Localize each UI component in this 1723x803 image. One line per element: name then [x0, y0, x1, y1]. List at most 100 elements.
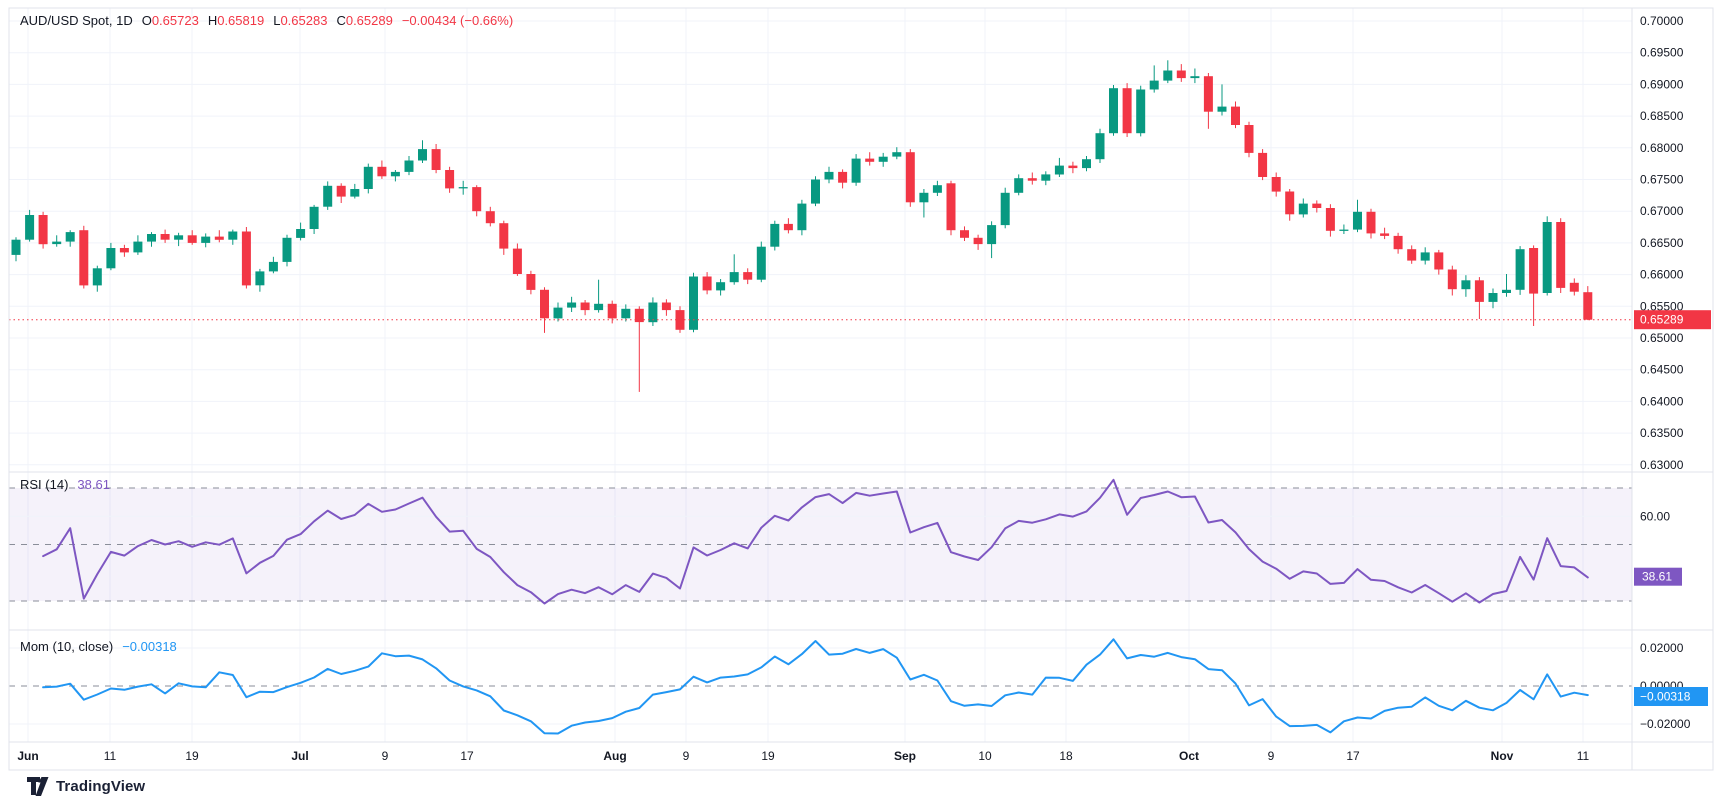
candle-body [1082, 159, 1091, 169]
mom-line [42, 638, 1589, 735]
candle-body [960, 230, 969, 238]
candle-body [594, 303, 604, 311]
candle-body [296, 229, 306, 238]
candle-body [1556, 222, 1566, 288]
mom-legend[interactable]: Mom (10, close) −0.00318 [20, 639, 177, 654]
candle-body [756, 246, 766, 280]
price-grid [9, 20, 1632, 466]
candle-body [661, 302, 671, 311]
candle-body [431, 149, 441, 170]
candle-body [770, 223, 780, 247]
time-axis-label: 17 [460, 749, 474, 763]
candle-body [418, 149, 427, 161]
time-axis-label: Jul [291, 749, 308, 763]
price-axis-label: 0.65000 [1640, 331, 1684, 345]
time-axis[interactable]: Jun 11 19 Jul 9 17 Aug 9 19 Sep 10 18 Oct 9 17 Nov 11 [17, 749, 1589, 763]
mom-grid [9, 647, 1632, 725]
candle-body [1203, 76, 1213, 112]
price-axis-label: 0.70000 [1640, 14, 1684, 28]
svg-text:38.61: 38.61 [1642, 570, 1672, 584]
candle-body [1136, 89, 1146, 134]
candle-body [201, 236, 211, 243]
candle-body [1231, 106, 1240, 125]
candle-body [52, 241, 62, 245]
time-axis-label: 10 [978, 749, 992, 763]
price-axis-label: 0.63500 [1640, 426, 1684, 440]
candle-body [716, 282, 726, 291]
candle-body [1420, 252, 1430, 261]
candle-body [878, 156, 888, 162]
candle-body [1041, 174, 1051, 181]
rsi-label: RSI (14) [20, 477, 69, 492]
close-label: C0.65289 [336, 13, 393, 28]
candle-body [160, 234, 170, 240]
vertical-grid [27, 8, 1584, 742]
symbol-legend[interactable]: AUD/USD Spot, 1D O0.65723 H0.65819 L0.65… [20, 13, 513, 28]
time-axis-label: Aug [603, 749, 626, 763]
candle-body [92, 268, 102, 286]
candle-body [255, 271, 265, 286]
candle-body [38, 215, 48, 245]
candle-body [1149, 80, 1159, 90]
time-axis-label: 11 [1577, 749, 1590, 763]
candle-body [1434, 252, 1444, 270]
close-value: 0.65289 [345, 13, 393, 28]
price-axis-label: 0.66500 [1640, 236, 1684, 250]
candle-body [540, 289, 549, 319]
candle-body [1285, 191, 1295, 215]
time-axis-label: Jun [17, 749, 38, 763]
candle-body [79, 230, 89, 286]
tradingview-logo[interactable]: TradingView [26, 776, 145, 797]
time-axis-label: 11 [104, 749, 117, 763]
mom-axis-label: 0.02000 [1640, 641, 1684, 655]
price-axis-label: 0.64000 [1640, 394, 1684, 408]
candle-body [973, 237, 983, 245]
candle-body [1325, 208, 1335, 231]
candle-body [377, 166, 387, 177]
time-axis-label: 17 [1346, 749, 1360, 763]
candle-body [729, 272, 739, 283]
candle-body [350, 189, 360, 197]
candle-body [11, 239, 21, 255]
candle-body [1054, 165, 1064, 175]
candle-body [1014, 178, 1024, 193]
candle-body [783, 223, 793, 231]
price-axis[interactable]: 0.70000 0.69500 0.69000 0.68500 0.68000 0.675… [1640, 14, 1691, 731]
candle-body [1569, 282, 1579, 292]
candle-body [811, 179, 820, 204]
mom-label: Mom (10, close) [20, 639, 114, 654]
rsi-band [9, 487, 1632, 602]
candle-body [743, 272, 753, 280]
tradingview-logo-icon [27, 777, 49, 796]
candle-body [119, 248, 129, 253]
candle-body [174, 235, 184, 240]
rsi-legend[interactable]: RSI (14) 38.61 [20, 477, 110, 492]
candle-body [607, 303, 617, 319]
time-axis-label: 18 [1059, 749, 1073, 763]
candle-body [634, 308, 644, 323]
candle-body [228, 231, 238, 240]
price-axis-label: 0.67500 [1640, 173, 1684, 187]
candle-body [1393, 235, 1403, 250]
candle-body [133, 241, 143, 253]
candle-body [689, 276, 698, 330]
candle-body [1027, 178, 1037, 181]
low-label: L0.65283 [273, 13, 328, 28]
low-value: 0.65283 [280, 13, 328, 28]
candle-body [309, 206, 319, 229]
candle-body [1176, 70, 1186, 79]
candle-body [65, 232, 75, 242]
candle-body [1271, 177, 1281, 192]
candle-body [1407, 249, 1417, 261]
candle-body [485, 211, 495, 224]
time-axis-label: 9 [382, 749, 389, 763]
candle-body [336, 185, 346, 197]
candles-layer [11, 60, 1593, 392]
candle-body [838, 171, 848, 183]
candle-body [268, 261, 278, 272]
candle-body [824, 171, 834, 180]
open-label: O0.65723 [141, 13, 199, 28]
candle-body [1095, 133, 1105, 160]
candle-body [512, 248, 522, 274]
